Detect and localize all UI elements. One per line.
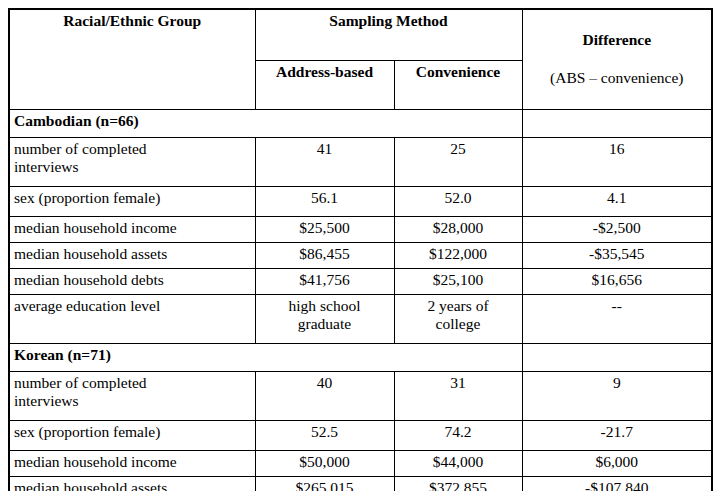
row-label: median household debts <box>9 268 255 294</box>
diff-value: -$2,500 <box>522 216 712 242</box>
abs-value: $50,000 <box>255 450 394 476</box>
conv-value: 2 years of college <box>394 294 522 343</box>
column-header-address-based: Address-based <box>255 60 394 109</box>
conv-value: $122,000 <box>394 242 522 268</box>
row-label: sex (proportion female) <box>9 186 255 216</box>
table-row: average education level high school grad… <box>9 294 712 343</box>
section-row-cambodian: Cambodian (n=66) <box>9 109 712 137</box>
abs-value: $86,455 <box>255 242 394 268</box>
difference-subtitle: (ABS – convenience) <box>527 69 708 88</box>
section-row-korean: Korean (n=71) <box>9 343 712 371</box>
empty-cell <box>522 343 712 371</box>
abs-value: high school graduate <box>255 294 394 343</box>
abs-value: 56.1 <box>255 186 394 216</box>
diff-value: -$35,545 <box>522 242 712 268</box>
conv-value: 25 <box>394 137 522 186</box>
header-row-1: Racial/Ethnic Group Sampling Method Diff… <box>9 9 712 60</box>
row-label: sex (proportion female) <box>9 420 255 450</box>
row-label: average education level <box>9 294 255 343</box>
conv-value: 52.0 <box>394 186 522 216</box>
table-row: number of completed interviews 40 31 9 <box>9 371 712 420</box>
row-label: number of completed interviews <box>9 137 255 186</box>
conv-value: $44,000 <box>394 450 522 476</box>
diff-value: -$107,840 <box>522 476 712 491</box>
section-label: Korean (n=71) <box>9 343 522 371</box>
column-header-convenience: Convenience <box>394 60 522 109</box>
diff-value: $16,656 <box>522 268 712 294</box>
column-header-group: Racial/Ethnic Group <box>9 9 255 109</box>
row-label: median household assets <box>9 242 255 268</box>
column-header-sampling-method: Sampling Method <box>255 9 522 60</box>
abs-value: $41,756 <box>255 268 394 294</box>
diff-value: -- <box>522 294 712 343</box>
abs-value: $25,500 <box>255 216 394 242</box>
abs-value: 41 <box>255 137 394 186</box>
column-header-difference: Difference (ABS – convenience) <box>522 9 712 109</box>
conv-value: $372,855 <box>394 476 522 491</box>
abs-value: 52.5 <box>255 420 394 450</box>
diff-value: 9 <box>522 371 712 420</box>
abs-value: 40 <box>255 371 394 420</box>
row-label: median household income <box>9 450 255 476</box>
table-row: median household debts $41,756 $25,100 $… <box>9 268 712 294</box>
empty-cell <box>522 109 712 137</box>
conv-value: 31 <box>394 371 522 420</box>
conv-value: $28,000 <box>394 216 522 242</box>
abs-value: $265,015 <box>255 476 394 491</box>
table-row: sex (proportion female) 52.5 74.2 -21.7 <box>9 420 712 450</box>
row-label: number of completed interviews <box>9 371 255 420</box>
table-container: Racial/Ethnic Group Sampling Method Diff… <box>0 0 719 491</box>
table-row: median household assets $86,455 $122,000… <box>9 242 712 268</box>
difference-title: Difference <box>527 31 708 50</box>
sampling-comparison-table: Racial/Ethnic Group Sampling Method Diff… <box>8 8 713 491</box>
diff-value: -21.7 <box>522 420 712 450</box>
row-label: median household assets <box>9 476 255 491</box>
section-label: Cambodian (n=66) <box>9 109 522 137</box>
conv-value: $25,100 <box>394 268 522 294</box>
diff-value: 16 <box>522 137 712 186</box>
table-row: sex (proportion female) 56.1 52.0 4.1 <box>9 186 712 216</box>
table-row: median household income $50,000 $44,000 … <box>9 450 712 476</box>
diff-value: 4.1 <box>522 186 712 216</box>
table-row: median household assets $265,015 $372,85… <box>9 476 712 491</box>
table-row: number of completed interviews 41 25 16 <box>9 137 712 186</box>
conv-value: 74.2 <box>394 420 522 450</box>
table-row: median household income $25,500 $28,000 … <box>9 216 712 242</box>
row-label: median household income <box>9 216 255 242</box>
diff-value: $6,000 <box>522 450 712 476</box>
